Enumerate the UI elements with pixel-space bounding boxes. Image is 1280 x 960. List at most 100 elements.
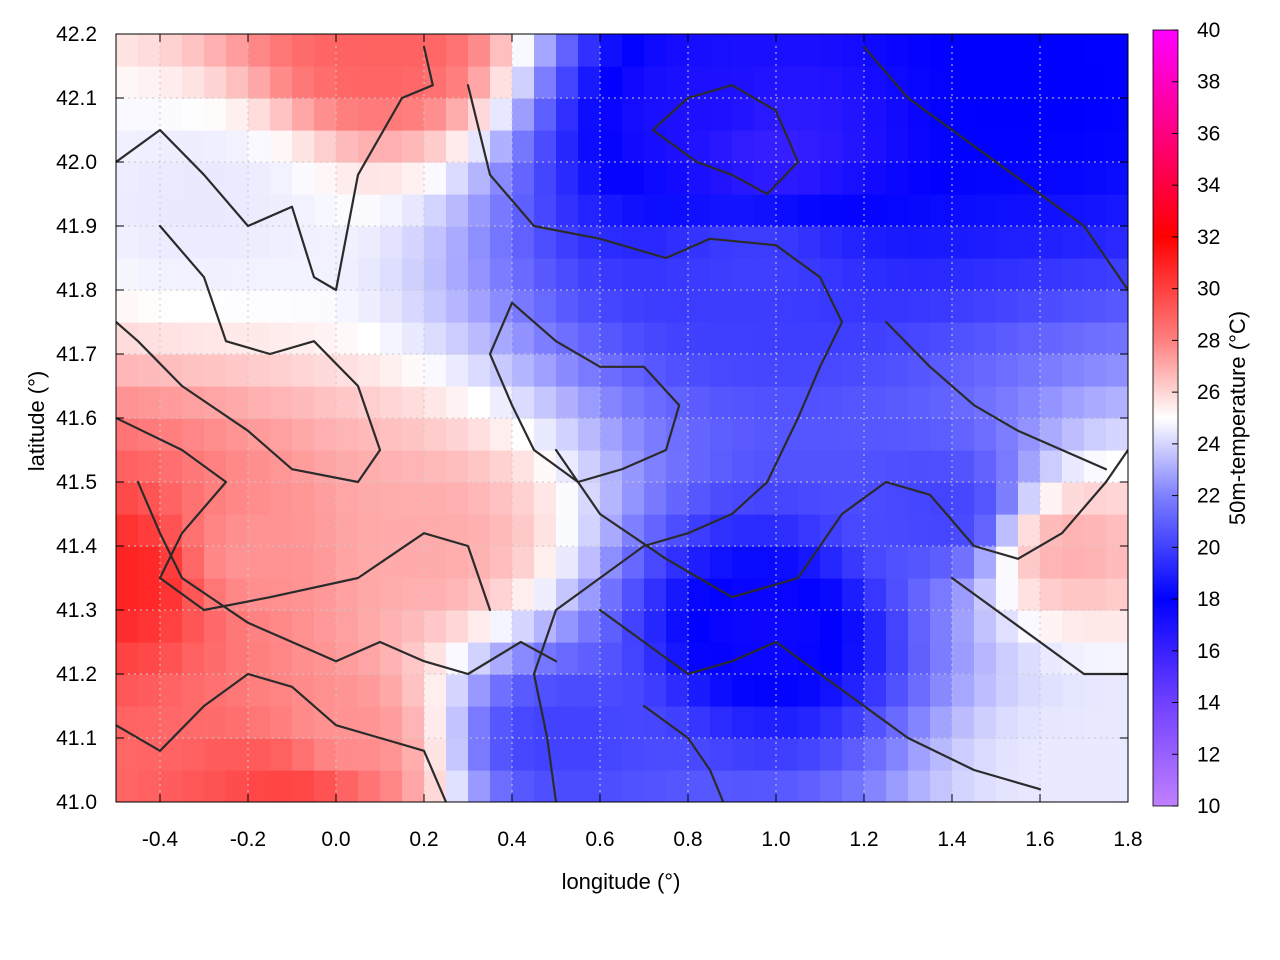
heatmap-cell — [556, 34, 579, 67]
heatmap-cell — [776, 578, 799, 611]
heatmap-cell — [1062, 386, 1085, 419]
heatmap-cell — [754, 418, 777, 451]
heatmap-cell — [930, 290, 953, 323]
heatmap-cell — [380, 514, 403, 547]
x-tick-label: 0.6 — [585, 828, 614, 851]
heatmap-cell — [402, 194, 425, 227]
heatmap-cell — [974, 130, 997, 163]
heatmap-cell — [622, 162, 645, 195]
heatmap-cell — [468, 642, 491, 675]
y-tick-label: 41.0 — [56, 791, 97, 814]
contour-line — [488, 301, 681, 484]
heatmap-cell — [160, 770, 183, 802]
x-axis-label: longitude (°) — [562, 869, 681, 894]
heatmap-cell — [820, 418, 843, 451]
heatmap-cell — [996, 226, 1019, 259]
heatmap-cell — [974, 674, 997, 707]
heatmap-cell — [336, 514, 359, 547]
heatmap-cell — [754, 34, 777, 67]
heatmap-cell — [1084, 642, 1107, 675]
heatmap-cell — [1106, 642, 1128, 675]
x-axis-ticks: -0.4 -0.2 0.0 0.2 0.4 0.6 0.8 1.0 1.2 1.4 1.6 1.8 — [142, 34, 1143, 851]
heatmap-cell — [864, 98, 887, 131]
heatmap-cell — [864, 610, 887, 643]
heatmap-cell — [380, 354, 403, 387]
colorbar-tick-label: 22 — [1197, 485, 1220, 508]
heatmap-cell — [798, 482, 821, 515]
heatmap-cell — [182, 34, 205, 67]
heatmap-cell — [424, 770, 447, 802]
heatmap-cell — [490, 706, 513, 739]
heatmap-cell — [358, 674, 381, 707]
heatmap-cell — [446, 98, 469, 131]
heatmap-cell — [424, 706, 447, 739]
heatmap-cell — [732, 130, 755, 163]
heatmap-cell — [204, 162, 227, 195]
heatmap-cell — [622, 290, 645, 323]
heatmap-cell — [292, 66, 315, 99]
heatmap-cell — [116, 130, 139, 163]
heatmap-cell — [534, 770, 557, 802]
heatmap-cell — [358, 738, 381, 771]
heatmap-cell — [578, 514, 601, 547]
heatmap-cell — [930, 546, 953, 579]
heatmap-cell — [952, 482, 975, 515]
heatmap-cell — [138, 706, 161, 739]
heatmap-cell — [182, 450, 205, 483]
heatmap-cell — [358, 386, 381, 419]
heatmap-cell — [644, 610, 667, 643]
heatmap-cell — [402, 482, 425, 515]
heatmap-cell — [424, 130, 447, 163]
heatmap-cell — [754, 322, 777, 355]
heatmap-cell — [424, 514, 447, 547]
heatmap-cell — [930, 770, 953, 802]
heatmap-cell — [402, 674, 425, 707]
heatmap-cell — [446, 546, 469, 579]
heatmap-cell — [600, 290, 623, 323]
heatmap-cell — [930, 130, 953, 163]
heatmap-cell — [1040, 386, 1063, 419]
heatmap-cell — [996, 130, 1019, 163]
heatmap-cell — [578, 226, 601, 259]
heatmap-cell — [204, 386, 227, 419]
heatmap-cell — [116, 162, 139, 195]
heatmap-cell — [402, 162, 425, 195]
heatmap-cell — [930, 610, 953, 643]
colorbar-tick-label: 28 — [1197, 329, 1220, 352]
heatmap-cell — [314, 610, 337, 643]
heatmap-cell — [468, 322, 491, 355]
heatmap-cell — [776, 674, 799, 707]
heatmap-cell — [160, 98, 183, 131]
heatmap-cell — [468, 738, 491, 771]
heatmap-cell — [1040, 706, 1063, 739]
heatmap-cell — [622, 610, 645, 643]
heatmap-cell — [204, 770, 227, 802]
heatmap-cell — [578, 578, 601, 611]
heatmap-cell — [666, 514, 689, 547]
heatmap-cell — [600, 418, 623, 451]
heatmap-cell — [688, 642, 711, 675]
heatmap-cell — [908, 98, 931, 131]
heatmap-cell — [710, 546, 733, 579]
heatmap-cell — [644, 674, 667, 707]
heatmap-cell — [842, 322, 865, 355]
heatmap-cell — [380, 226, 403, 259]
heatmap-cell — [292, 130, 315, 163]
heatmap-cell — [908, 770, 931, 802]
heatmap-cell — [1106, 194, 1128, 227]
heatmap-cell — [666, 610, 689, 643]
heatmap-cell — [908, 162, 931, 195]
heatmap-cell — [1018, 162, 1041, 195]
heatmap-cell — [1084, 258, 1107, 291]
heatmap-cell — [754, 130, 777, 163]
heatmap-cell — [622, 514, 645, 547]
x-tick-label: 0.8 — [673, 828, 702, 851]
heatmap-cell — [644, 482, 667, 515]
heatmap-cell — [798, 354, 821, 387]
heatmap-cell — [182, 642, 205, 675]
heatmap-cell — [820, 194, 843, 227]
heatmap-cell — [292, 674, 315, 707]
heatmap-cell — [974, 482, 997, 515]
heatmap-cell — [160, 386, 183, 419]
heatmap-cell — [996, 610, 1019, 643]
